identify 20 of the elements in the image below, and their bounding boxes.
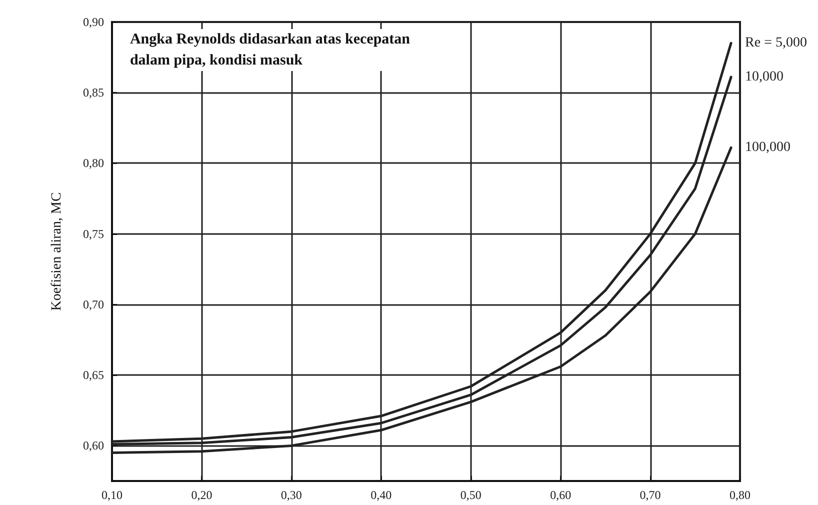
- y-tick-label: 0,90: [83, 15, 104, 29]
- y-tick-label: 0,70: [83, 297, 104, 312]
- x-tick-label: 0,30: [280, 488, 302, 502]
- y-tick-label: 0,75: [83, 226, 104, 241]
- series-label: 10,000: [745, 70, 784, 85]
- y-tick-label: 0,60: [83, 438, 104, 453]
- x-tick-label: 0,80: [730, 488, 750, 502]
- x-tick-label: 0,40: [370, 488, 392, 502]
- y-tick-label: 0,85: [83, 86, 104, 100]
- annotation: Angka Reynolds didasarkan atas kecepatan dalam pipa, kondisi masuk: [130, 32, 411, 69]
- y-axis-title: Koefisien aliran, MC: [50, 192, 64, 311]
- series-label: 100,000: [745, 140, 791, 156]
- x-tick-label: 0,10: [102, 488, 122, 502]
- y-tick-label: 0,80: [83, 156, 104, 170]
- y-tick-label: 0,65: [83, 368, 104, 382]
- x-tick-label: 0,20: [191, 488, 212, 502]
- x-tick-label: 0,60: [550, 488, 572, 502]
- x-tick-label: 0,70: [640, 488, 661, 502]
- x-tick-label: 0,50: [460, 488, 482, 502]
- series-label: Re = 5,000: [745, 36, 807, 51]
